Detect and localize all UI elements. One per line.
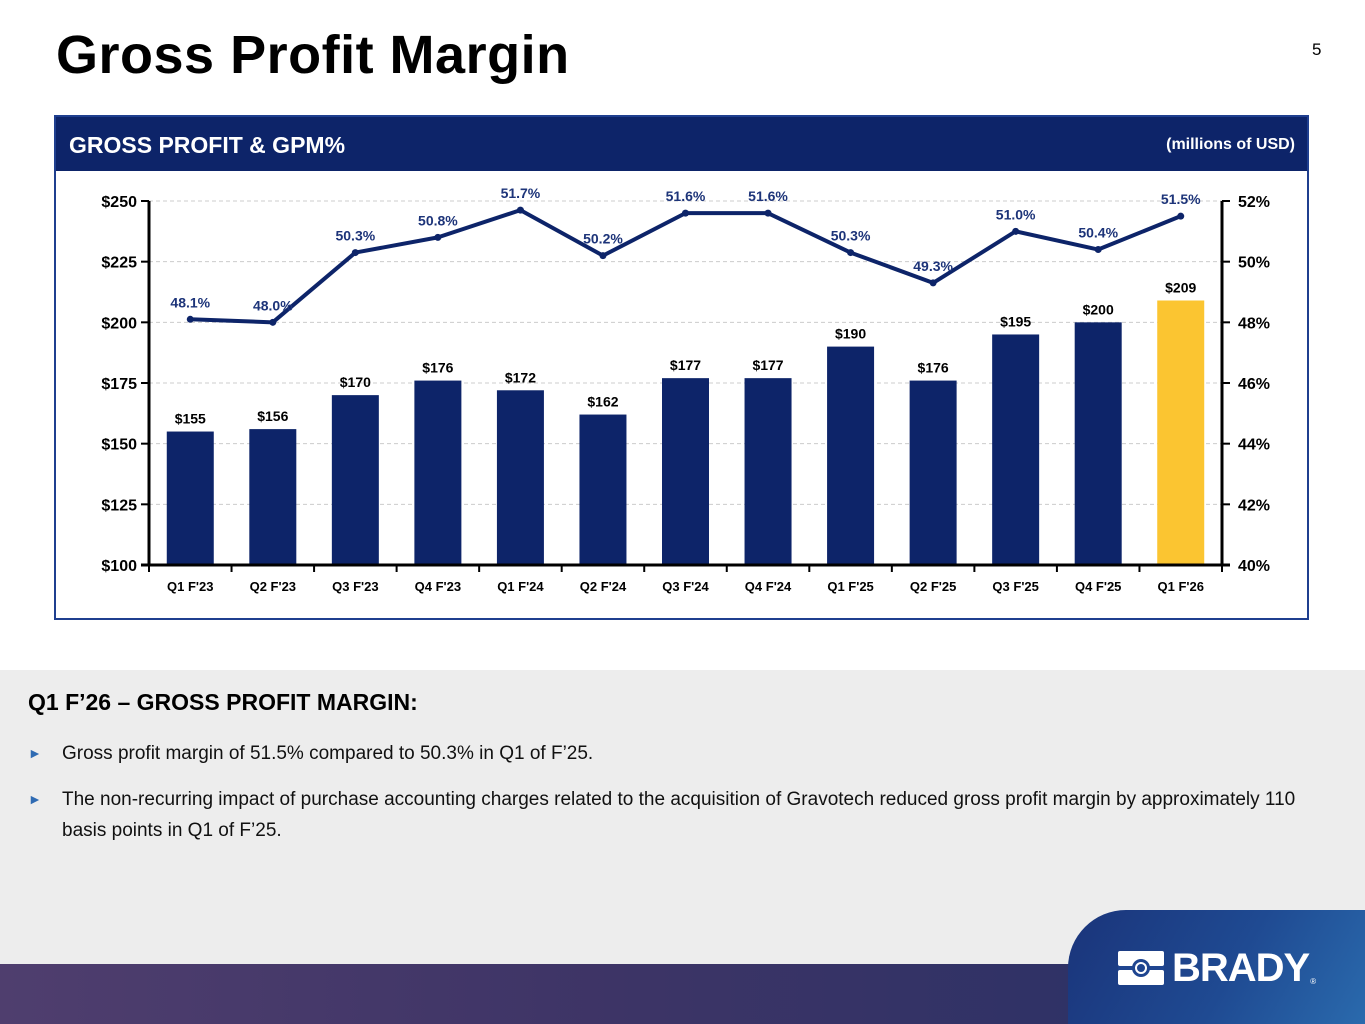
triangle-bullet-icon: ► [28, 791, 42, 807]
bar-label: $209 [1165, 279, 1196, 295]
right-axis-label: 52% [1238, 194, 1270, 211]
gpm-point [682, 209, 689, 217]
bar [249, 429, 297, 565]
panel-header: GROSS PROFIT & GPM% (millions of USD) [56, 117, 1307, 171]
gpm-point [847, 249, 855, 257]
gpm-label: 51.0% [996, 206, 1036, 222]
bar-label: $176 [422, 360, 453, 376]
left-axis-label: $175 [101, 376, 137, 393]
summary-bullet: ► The non-recurring impact of purchase a… [28, 784, 1338, 846]
brady-logo: BRADY ® [1118, 948, 1316, 988]
registered-mark: ® [1310, 977, 1317, 986]
left-axis-label: $225 [101, 255, 137, 272]
logo-text: BRADY [1172, 946, 1310, 990]
bar [496, 390, 544, 565]
left-axis-label: $150 [101, 437, 137, 454]
left-axis-label: $200 [101, 315, 137, 332]
x-axis-label: Q4 F'25 [1075, 579, 1121, 594]
x-axis-label: Q2 F'25 [910, 579, 956, 594]
bar [1157, 300, 1205, 565]
x-axis-label: Q1 F'24 [497, 579, 544, 594]
gpm-label: 48.1% [170, 294, 210, 310]
chart-panel: GROSS PROFIT & GPM% (millions of USD) $1… [54, 115, 1309, 620]
gpm-label: 51.5% [1161, 191, 1201, 207]
bar [414, 380, 462, 565]
gpm-point [516, 206, 524, 214]
brady-logo-icon [1118, 951, 1164, 985]
bar [909, 380, 957, 565]
x-axis-label: Q3 F'25 [992, 579, 1038, 594]
bar-label: $155 [175, 411, 206, 427]
gpm-label: 51.7% [501, 185, 541, 201]
bar [331, 395, 379, 565]
bar-label: $162 [587, 394, 618, 410]
panel-units: (millions of USD) [1166, 136, 1295, 153]
bar [1074, 322, 1122, 565]
triangle-bullet-icon: ► [28, 745, 42, 761]
bar [744, 378, 792, 565]
gpm-label: 48.0% [253, 297, 293, 313]
page-number: 5 [1312, 40, 1322, 59]
bar-label: $177 [752, 357, 783, 373]
bar-label: $200 [1083, 301, 1114, 317]
gpm-point [764, 209, 772, 217]
bar-label: $156 [257, 408, 288, 424]
gpm-point [929, 279, 937, 287]
gpm-label: 49.3% [913, 258, 953, 274]
right-axis-label: 50% [1238, 255, 1270, 272]
x-axis-label: Q4 F'24 [745, 579, 792, 594]
right-axis-label: 48% [1238, 315, 1270, 332]
x-axis-label: Q3 F'24 [662, 579, 709, 594]
bar [827, 346, 875, 565]
left-axis-label: $250 [101, 194, 137, 211]
summary-bullet-text: The non-recurring impact of purchase acc… [62, 789, 1296, 841]
left-axis-label: $125 [101, 497, 137, 514]
bar [579, 414, 627, 565]
bar [166, 431, 214, 565]
x-axis-label: Q4 F'23 [415, 579, 461, 594]
summary-bullet-text: Gross profit margin of 51.5% compared to… [62, 743, 594, 764]
gpm-label: 50.3% [831, 228, 871, 244]
gpm-point [434, 233, 442, 241]
panel-title: GROSS PROFIT & GPM% [69, 132, 346, 158]
bar [662, 378, 709, 565]
gross-profit-chart: $155 $156 $170 $176 $172 $162 $177 $177 $190 $176… [101, 185, 1270, 594]
bar-label: $170 [340, 374, 371, 390]
bar-label: $190 [835, 326, 866, 342]
gpm-label: 51.6% [748, 188, 788, 204]
gpm-point [1177, 212, 1185, 220]
gpm-label: 51.6% [666, 188, 706, 204]
right-axis-label: 46% [1238, 376, 1270, 393]
gpm-point [186, 315, 194, 323]
gpm-point [1094, 246, 1102, 254]
x-axis-label: Q2 F'24 [580, 579, 627, 594]
x-axis-label: Q3 F'23 [332, 579, 378, 594]
gpm-point [351, 249, 359, 257]
summary-bullet: ► Gross profit margin of 51.5% compared … [28, 738, 1338, 769]
bar-label: $172 [505, 369, 536, 385]
x-axis-label: Q2 F'23 [250, 579, 296, 594]
right-axis-label: 42% [1238, 497, 1270, 514]
bar-label: $176 [918, 360, 949, 376]
x-axis-label: Q1 F'25 [827, 579, 873, 594]
left-axis-label: $100 [101, 558, 137, 575]
gpm-label: 50.8% [418, 212, 458, 228]
gpm-label: 50.2% [583, 231, 623, 247]
gpm-point [269, 318, 277, 326]
bar [992, 334, 1040, 565]
bar-label: $195 [1000, 313, 1031, 329]
x-axis-label: Q1 F'26 [1158, 579, 1204, 594]
gpm-label: 50.4% [1078, 225, 1118, 241]
x-axis-label: Q1 F'23 [167, 579, 213, 594]
gpm-point [599, 252, 607, 260]
right-axis-label: 44% [1238, 437, 1270, 454]
logo-tab [1068, 910, 1365, 1024]
page-title: Gross Profit Margin [56, 25, 570, 85]
right-axis-label: 40% [1238, 558, 1270, 575]
gpm-point [1012, 227, 1020, 235]
summary-heading: Q1 F’26 – GROSS PROFIT MARGIN: [28, 689, 418, 715]
bar-label: $177 [670, 357, 701, 373]
gpm-label: 50.3% [335, 228, 375, 244]
